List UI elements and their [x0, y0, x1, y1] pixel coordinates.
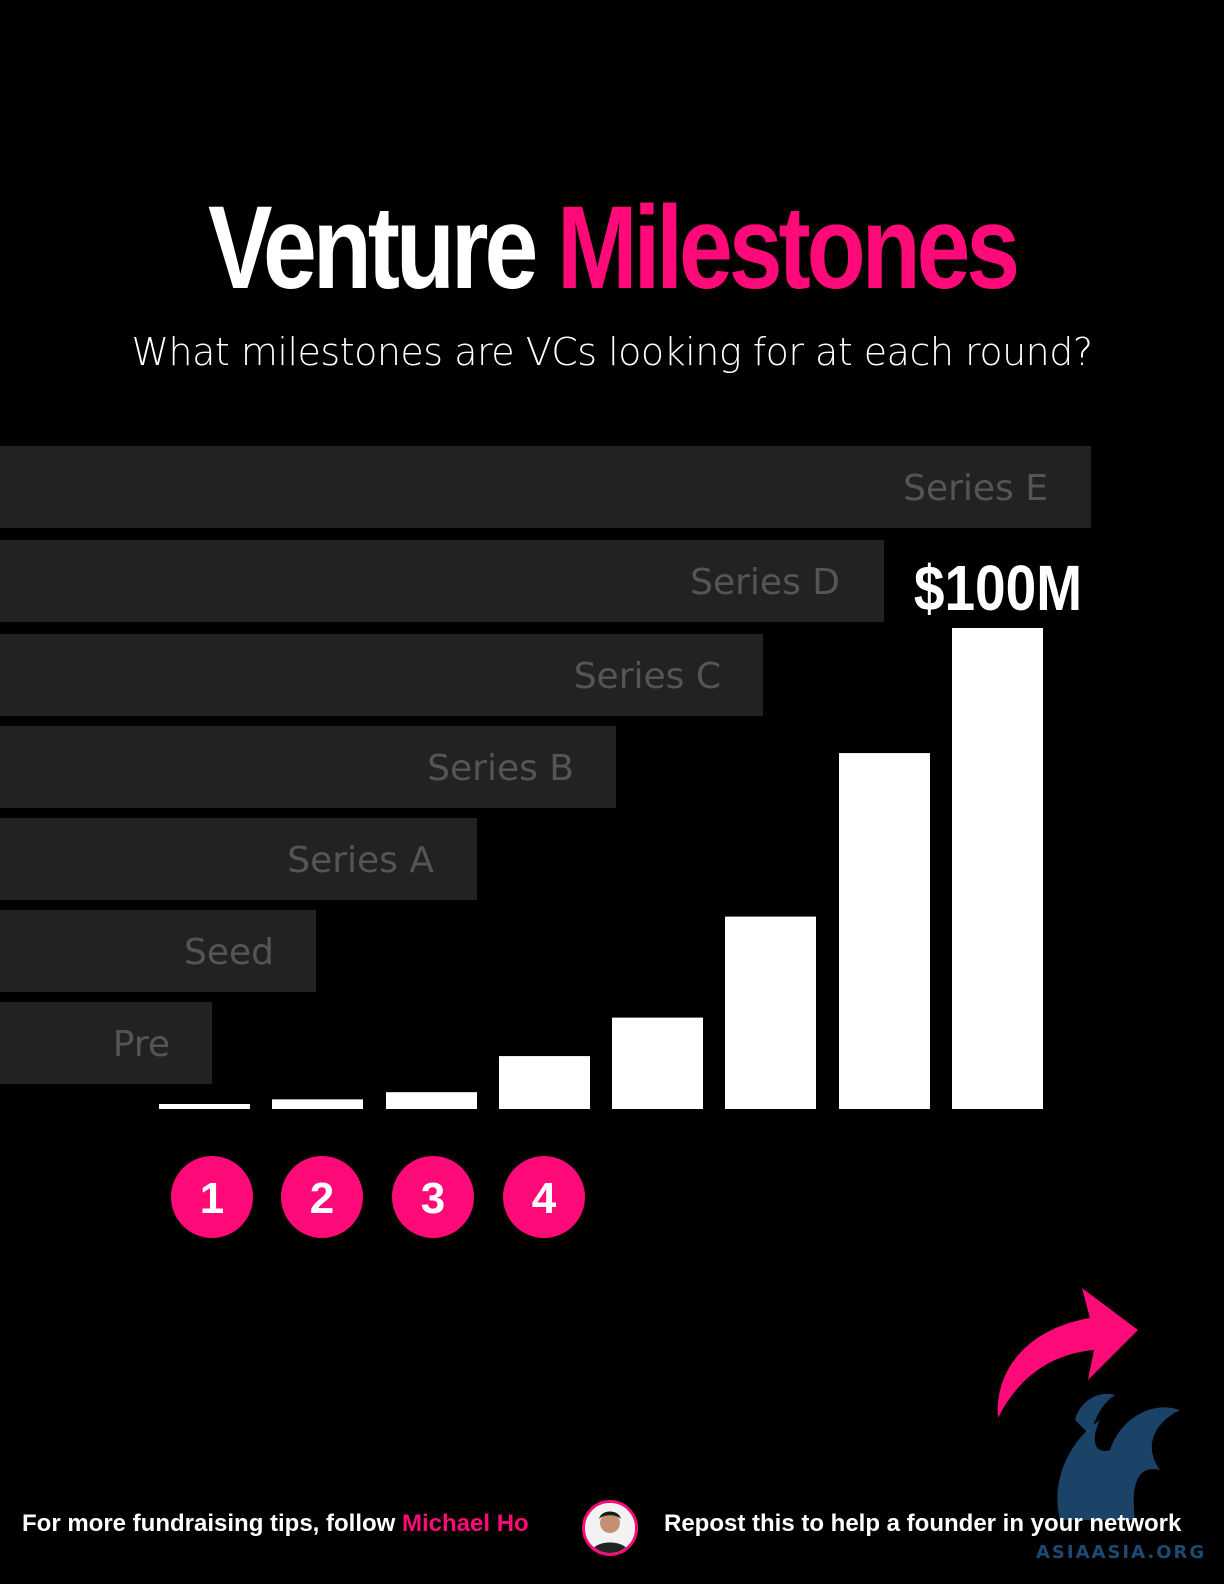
footer-repost: Repost this to help a founder in your ne… [664, 1510, 1182, 1537]
milestone-bar [725, 916, 816, 1109]
page-subtitle: What milestones are VCs looking for at e… [131, 330, 1093, 374]
milestone-bar [159, 1104, 250, 1109]
milestone-bar [386, 1092, 477, 1109]
stage-bar-pre [0, 1002, 212, 1084]
milestone-bar [839, 753, 930, 1109]
step-marker-number: 1 [200, 1174, 224, 1223]
step-marker-number: 3 [421, 1174, 445, 1223]
step-marker-2 [281, 1156, 363, 1238]
curved-arrow-icon [997, 1288, 1138, 1418]
page-title: Venture Milestones [110, 178, 1114, 318]
author-link[interactable]: Michael Ho [402, 1510, 529, 1537]
stage-bar-series-a [0, 818, 477, 900]
footer-follow-text: For more fundraising tips, follow [22, 1510, 396, 1537]
stage-label: Series D [690, 562, 840, 603]
stage-bar-seed [0, 910, 316, 992]
milestone-bar [952, 628, 1043, 1109]
watermark-text: ASIAASIA.ORG [1036, 1542, 1207, 1563]
stage-bar-series-e [0, 446, 1091, 528]
stage-label: Seed [184, 932, 274, 973]
stage-label: Series C [574, 656, 721, 697]
step-marker-4 [503, 1156, 585, 1238]
title-part-milestones: Milestones [556, 182, 1020, 314]
title-part-venture: Venture [207, 182, 538, 314]
avatar [582, 1500, 638, 1556]
stage-label: Series B [427, 748, 574, 789]
step-marker-1 [171, 1156, 253, 1238]
stage-label: Series A [287, 840, 434, 881]
milestone-bar [499, 1056, 590, 1109]
footer-follow: For more fundraising tips, follow Michae… [22, 1510, 529, 1538]
stage-label: Pre [113, 1024, 170, 1065]
step-marker-3 [392, 1156, 474, 1238]
milestone-bar [612, 1017, 703, 1109]
stage-bar-series-c [0, 634, 763, 716]
step-marker-number: 4 [532, 1174, 557, 1223]
max-value-label: $100M [914, 552, 1082, 624]
griffin-icon [1057, 1393, 1180, 1520]
stage-label: Series E [903, 468, 1048, 509]
stage-bar-series-b [0, 726, 616, 808]
stage-bar-series-d [0, 540, 884, 622]
avatar-image [585, 1503, 635, 1553]
milestone-bar [272, 1099, 363, 1109]
step-marker-number: 2 [310, 1174, 334, 1223]
